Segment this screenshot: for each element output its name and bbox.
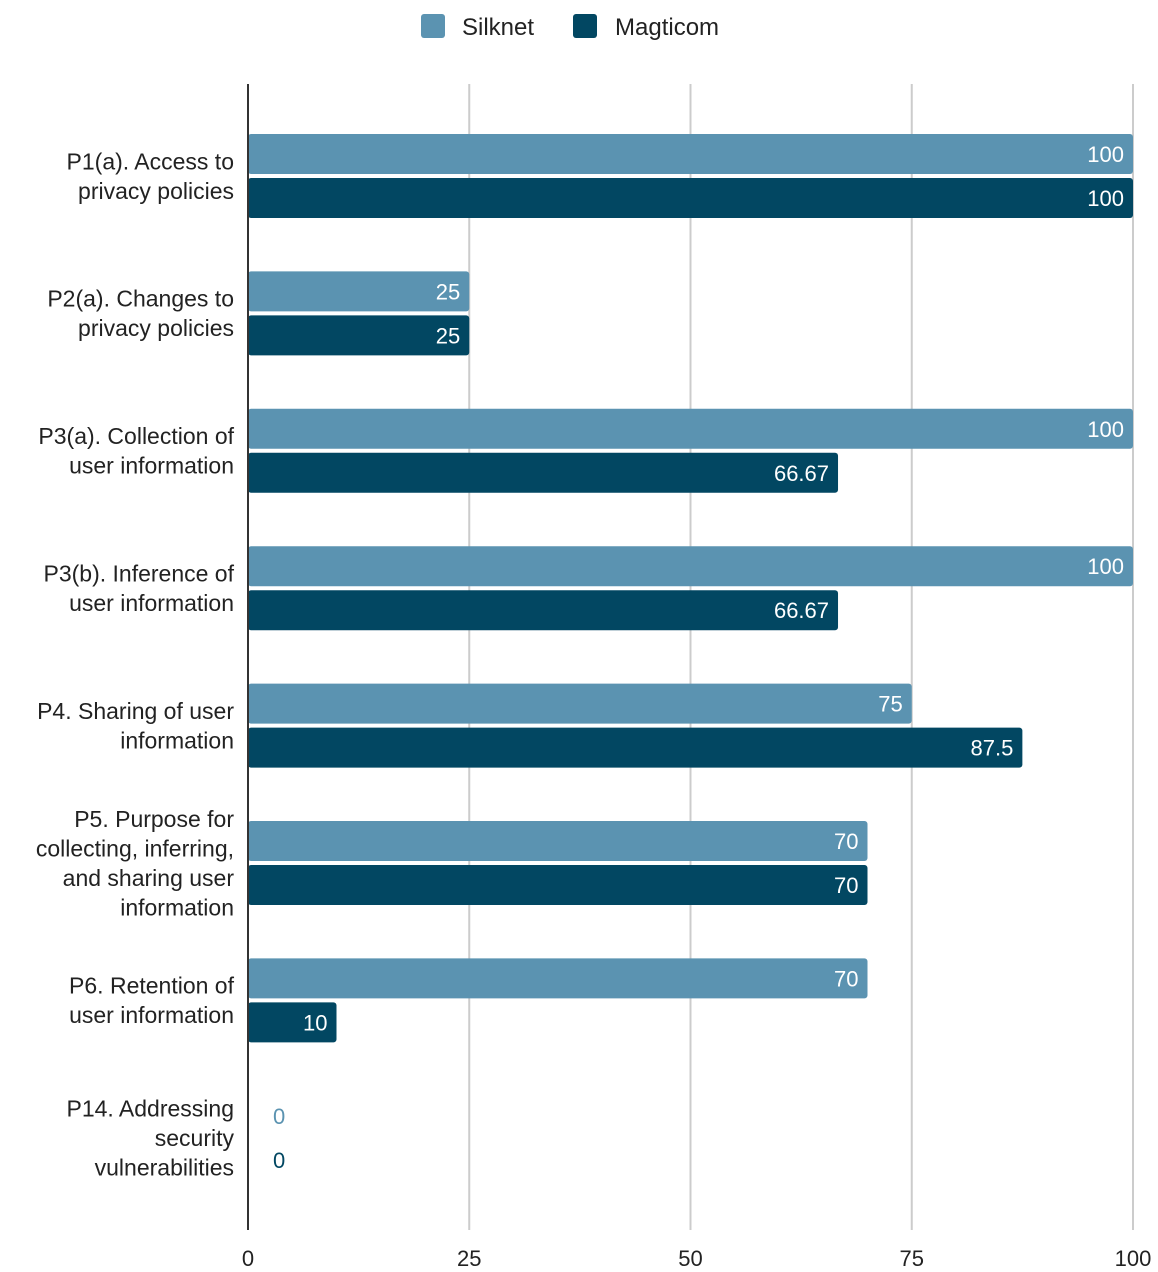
category-label-5: P5. Purpose for collecting, inferring, and… [36, 806, 234, 921]
bar-silknet-1 [248, 271, 470, 312]
category-label-line: user information [69, 1002, 234, 1028]
legend: Silknet Magticom [421, 14, 719, 41]
category-label-4: P4. Sharing of user information [37, 698, 234, 754]
value-label-magticom-1: 25 [436, 323, 460, 348]
bar-silknet-3 [248, 546, 1133, 587]
value-label-silknet-5: 70 [834, 829, 858, 854]
value-label-silknet-1: 25 [436, 279, 460, 304]
bar-magticom-2 [248, 452, 839, 493]
value-label-magticom-5: 70 [834, 873, 858, 898]
category-label-line: privacy policies [78, 315, 234, 341]
category-label-line: P6. Retention of [69, 973, 235, 999]
value-label-magticom-0: 100 [1087, 186, 1124, 211]
bar-magticom-1 [248, 315, 470, 356]
category-label-line: P14. Addressing [66, 1095, 234, 1121]
legend-label-silknet: Silknet [462, 14, 534, 41]
category-label-line: P2(a). Changes to [47, 286, 234, 312]
category-label-line: P3(a). Collection of [38, 423, 234, 449]
bar-magticom-0 [248, 178, 1133, 218]
category-label-line: P4. Sharing of user [37, 698, 234, 724]
bar-magticom-3 [248, 590, 839, 631]
value-label-magticom-4: 87.5 [971, 736, 1014, 761]
category-label-line: information [120, 727, 234, 753]
legend-swatch-magticom [573, 14, 597, 38]
x-tick-75: 75 [900, 1246, 924, 1271]
category-label-line: security [155, 1125, 235, 1151]
category-label-line: and sharing user [63, 865, 235, 891]
value-label-magticom-3: 66.67 [774, 598, 829, 623]
bars: 100100252510066.6710066.677587.570707010… [248, 134, 1133, 1173]
category-label-2: P3(a). Collection of user information [38, 423, 234, 479]
value-label-silknet-6: 70 [834, 966, 858, 991]
legend-swatch-silknet [421, 14, 445, 38]
value-label-silknet-3: 100 [1087, 554, 1124, 579]
category-label-line: collecting, inferring, [36, 835, 234, 861]
bar-magticom-4 [248, 727, 1023, 768]
category-label-1: P2(a). Changes to privacy policies [47, 286, 234, 342]
category-label-line: P3(b). Inference of [44, 560, 235, 586]
x-tick-25: 25 [457, 1246, 481, 1271]
bar-magticom-5 [248, 865, 868, 905]
value-label-magticom-7: 0 [273, 1148, 285, 1173]
category-label-line: user information [69, 453, 234, 479]
category-label-line: user information [69, 590, 234, 616]
value-label-magticom-6: 10 [303, 1010, 327, 1035]
bar-silknet-4 [248, 683, 912, 724]
x-tick-50: 50 [678, 1246, 702, 1271]
value-label-silknet-0: 100 [1087, 142, 1124, 167]
category-label-line: privacy policies [78, 178, 234, 204]
value-label-silknet-4: 75 [878, 692, 902, 717]
bar-magticom-6 [248, 1002, 337, 1043]
category-label-line: information [120, 894, 234, 920]
category-label-0: P1(a). Access to privacy policies [67, 148, 234, 204]
value-label-silknet-2: 100 [1087, 417, 1124, 442]
grid-lines [468, 84, 1134, 1230]
bar-silknet-0 [248, 134, 1133, 174]
bar-silknet-6 [248, 958, 868, 999]
category-label-6: P6. Retention of user information [69, 973, 235, 1029]
x-tick-0: 0 [242, 1246, 254, 1271]
value-label-magticom-2: 66.67 [774, 461, 829, 486]
category-label-line: P5. Purpose for [74, 806, 234, 832]
legend-label-magticom: Magticom [615, 14, 719, 41]
category-label-line: P1(a). Access to [67, 148, 234, 174]
x-tick-100: 100 [1115, 1246, 1152, 1271]
value-label-silknet-7: 0 [273, 1104, 285, 1129]
bar-silknet-2 [248, 408, 1133, 449]
x-tick-labels: 0 25 50 75 100 [242, 1246, 1151, 1271]
category-label-line: vulnerabilities [95, 1154, 234, 1180]
category-label-3: P3(b). Inference of user information [44, 560, 235, 616]
bar-silknet-5 [248, 821, 868, 861]
category-label-7: P14. Addressing security vulnerabilities [66, 1095, 234, 1180]
